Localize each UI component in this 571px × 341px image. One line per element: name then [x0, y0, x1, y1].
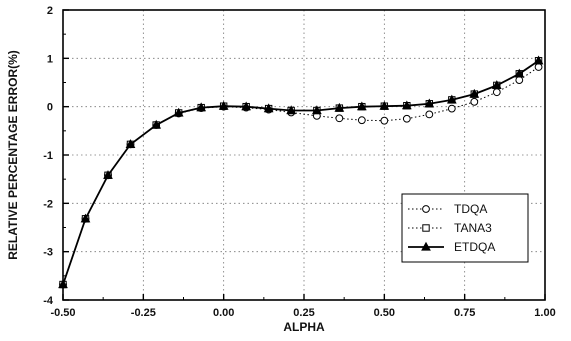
x-tick-label: 0.50: [374, 307, 395, 319]
legend-marker: [422, 224, 430, 232]
data-point: [447, 104, 456, 113]
y-tick-label: 1: [47, 53, 53, 65]
legend-marker: [422, 205, 430, 213]
data-point: [218, 100, 229, 110]
x-tick-label: -0.25: [131, 307, 156, 319]
data-point: [515, 76, 524, 84]
data-point: [173, 107, 184, 117]
legend-item-tdqa: TDQA: [408, 202, 487, 216]
data-point: [470, 97, 479, 106]
series-layer: [58, 55, 544, 289]
tick-labels: -0.50 -0.25 0.00 0.25 0.50 0.75 1.00 2 1 0 -1 -2 -3 -…: [43, 5, 555, 319]
data-point: [103, 170, 113, 179]
data-point: [401, 100, 412, 110]
x-tick-label: 1.00: [534, 307, 555, 319]
data-point: [425, 110, 434, 119]
x-tick-label: 0.75: [454, 307, 475, 319]
data-point: [491, 80, 502, 89]
data-point: [125, 139, 136, 148]
data-point: [534, 63, 543, 71]
data-point: [311, 105, 322, 115]
legend-label: TANA3: [454, 221, 492, 235]
data-point: [357, 116, 366, 125]
data-point: [424, 98, 435, 108]
y-axis-title: RELATIVE PERCENTAGE ERROR(%): [6, 50, 20, 260]
data-point: [151, 119, 162, 129]
series-line: [62, 60, 540, 285]
data-point: [335, 114, 344, 123]
y-tick-label: 2: [47, 5, 53, 17]
legend-item-tana3: TANA3: [408, 221, 492, 235]
y-tick-label: -1: [43, 150, 53, 162]
data-point: [334, 102, 345, 112]
data-point: [263, 103, 274, 113]
legend: TDQA TANA3 ETDQA: [401, 193, 529, 263]
y-tick-label: 0: [47, 102, 53, 114]
x-tick-label: -0.50: [50, 307, 75, 319]
ticks: [62, 9, 546, 301]
data-point: [533, 55, 544, 65]
x-tick-label: 0.25: [293, 307, 314, 319]
y-tick-label: -2: [43, 198, 53, 210]
data-point: [379, 100, 390, 110]
data-point: [380, 116, 389, 125]
legend-item-etdqa: ETDQA: [408, 240, 495, 254]
data-point: [514, 68, 525, 78]
data-point: [446, 94, 457, 104]
legend-marker: [421, 241, 431, 251]
data-point: [196, 102, 207, 112]
data-point: [286, 105, 297, 115]
x-tick-label: 0.00: [213, 307, 234, 319]
legend-label: ETDQA: [454, 240, 495, 254]
data-point: [402, 114, 411, 123]
data-point: [469, 88, 480, 98]
y-tick-label: -4: [43, 295, 54, 307]
legend-label: TDQA: [454, 202, 487, 216]
x-axis-title: ALPHA: [283, 320, 325, 334]
data-point: [80, 213, 91, 223]
series-etdqa: [58, 55, 544, 289]
y-tick-label: -3: [43, 247, 53, 259]
data-point: [492, 88, 501, 97]
data-point: [241, 101, 252, 111]
data-point: [356, 101, 367, 111]
